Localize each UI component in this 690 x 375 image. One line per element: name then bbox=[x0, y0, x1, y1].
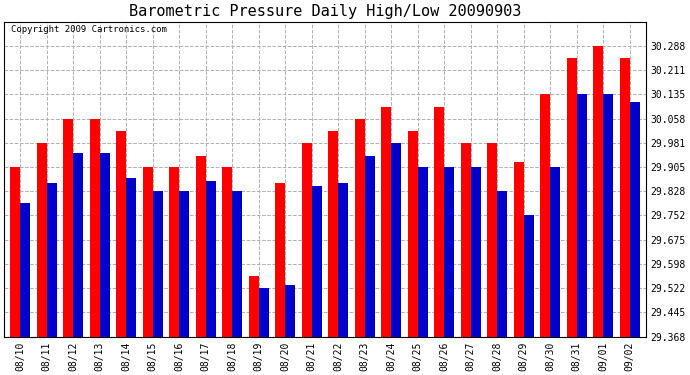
Bar bbox=[593, 46, 603, 337]
Bar bbox=[259, 288, 268, 337]
Bar bbox=[540, 94, 551, 337]
Bar bbox=[73, 153, 83, 337]
Bar bbox=[603, 94, 613, 337]
Bar bbox=[152, 191, 163, 337]
Bar bbox=[169, 167, 179, 337]
Title: Barometric Pressure Daily High/Low 20090903: Barometric Pressure Daily High/Low 20090… bbox=[129, 4, 521, 19]
Bar bbox=[417, 167, 428, 337]
Bar bbox=[206, 181, 216, 337]
Bar bbox=[620, 58, 630, 337]
Bar bbox=[566, 58, 577, 337]
Bar bbox=[195, 156, 206, 337]
Bar bbox=[143, 167, 152, 337]
Bar bbox=[381, 106, 391, 337]
Bar bbox=[63, 118, 73, 337]
Bar bbox=[285, 285, 295, 337]
Bar bbox=[355, 118, 365, 337]
Bar bbox=[513, 162, 524, 337]
Bar bbox=[302, 143, 312, 337]
Bar bbox=[444, 167, 454, 337]
Bar bbox=[312, 186, 322, 337]
Bar bbox=[524, 215, 534, 337]
Bar bbox=[434, 106, 444, 337]
Bar bbox=[408, 130, 417, 337]
Bar bbox=[20, 203, 30, 337]
Bar bbox=[116, 130, 126, 337]
Bar bbox=[126, 178, 136, 337]
Bar bbox=[487, 143, 497, 337]
Bar bbox=[99, 153, 110, 337]
Bar bbox=[551, 167, 560, 337]
Bar bbox=[338, 183, 348, 337]
Text: Copyright 2009 Cartronics.com: Copyright 2009 Cartronics.com bbox=[10, 25, 166, 34]
Bar bbox=[10, 167, 20, 337]
Bar bbox=[222, 167, 232, 337]
Bar bbox=[577, 94, 587, 337]
Bar bbox=[328, 130, 338, 337]
Bar bbox=[90, 118, 99, 337]
Bar bbox=[471, 167, 481, 337]
Bar bbox=[37, 143, 47, 337]
Bar bbox=[391, 143, 402, 337]
Bar bbox=[630, 102, 640, 337]
Bar bbox=[179, 191, 189, 337]
Bar bbox=[365, 156, 375, 337]
Bar bbox=[497, 191, 507, 337]
Bar bbox=[248, 276, 259, 337]
Bar bbox=[47, 183, 57, 337]
Bar bbox=[275, 183, 285, 337]
Bar bbox=[232, 191, 242, 337]
Bar bbox=[461, 143, 471, 337]
